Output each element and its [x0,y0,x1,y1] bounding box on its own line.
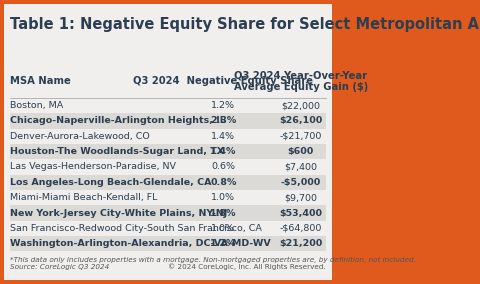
FancyBboxPatch shape [10,144,326,159]
Text: 1.8%: 1.8% [210,208,237,218]
Text: © 2024 CoreLogic, Inc. All Rights Reserved.: © 2024 CoreLogic, Inc. All Rights Reserv… [168,263,326,270]
Text: Boston, MA: Boston, MA [10,101,63,110]
FancyBboxPatch shape [4,4,332,280]
Text: Los Angeles-Long Beach-Glendale, CA: Los Angeles-Long Beach-Glendale, CA [10,178,212,187]
Text: Houston-The Woodlands-Sugar Land, TX: Houston-The Woodlands-Sugar Land, TX [10,147,224,156]
FancyBboxPatch shape [10,175,326,190]
Text: -$5,000: -$5,000 [281,178,321,187]
Text: 1.0%: 1.0% [211,193,235,202]
Text: 0.6%: 0.6% [211,162,235,172]
Text: Miami-Miami Beach-Kendall, FL: Miami-Miami Beach-Kendall, FL [10,193,157,202]
Text: $53,400: $53,400 [279,208,322,218]
Text: 1.4%: 1.4% [210,147,237,156]
Text: Chicago-Naperville-Arlington Heights, IL: Chicago-Naperville-Arlington Heights, IL [10,116,226,126]
Text: *This data only includes properties with a mortgage. Non-mortgaged properties ar: *This data only includes properties with… [10,257,416,270]
Text: Table 1: Negative Equity Share for Select Metropolitan Areas: Table 1: Negative Equity Share for Selec… [10,17,480,32]
Text: San Francisco-Redwood City-South San Francisco, CA: San Francisco-Redwood City-South San Fra… [10,224,262,233]
FancyBboxPatch shape [10,236,326,251]
Text: 2.3%: 2.3% [210,116,237,126]
Text: 1.4%: 1.4% [211,132,235,141]
Text: Denver-Aurora-Lakewood, CO: Denver-Aurora-Lakewood, CO [10,132,150,141]
Text: $21,200: $21,200 [279,239,322,248]
Text: 1.2%: 1.2% [210,239,237,248]
Text: New York-Jersey City-White Plains, NY-NJ: New York-Jersey City-White Plains, NY-NJ [10,208,228,218]
Text: $26,100: $26,100 [279,116,322,126]
Text: $600: $600 [288,147,314,156]
Text: Q3 2024 Year-Over-Year
Average Equity Gain ($): Q3 2024 Year-Over-Year Average Equity Ga… [234,70,368,92]
FancyBboxPatch shape [10,113,326,129]
Text: 0.8%: 0.8% [210,178,237,187]
Text: Las Vegas-Henderson-Paradise, NV: Las Vegas-Henderson-Paradise, NV [10,162,176,172]
Text: $9,700: $9,700 [284,193,317,202]
FancyBboxPatch shape [10,205,326,221]
Text: -$64,800: -$64,800 [279,224,322,233]
Text: $22,000: $22,000 [281,101,320,110]
Text: Q3 2024  Negative Equity Share: Q3 2024 Negative Equity Share [133,76,313,86]
Text: Washington-Arlington-Alexandria, DC-VA-MD-WV: Washington-Arlington-Alexandria, DC-VA-M… [10,239,271,248]
Text: $7,400: $7,400 [284,162,317,172]
Text: MSA Name: MSA Name [10,76,71,86]
Text: 1.0%: 1.0% [211,224,235,233]
Text: -$21,700: -$21,700 [279,132,322,141]
Text: 1.2%: 1.2% [211,101,235,110]
